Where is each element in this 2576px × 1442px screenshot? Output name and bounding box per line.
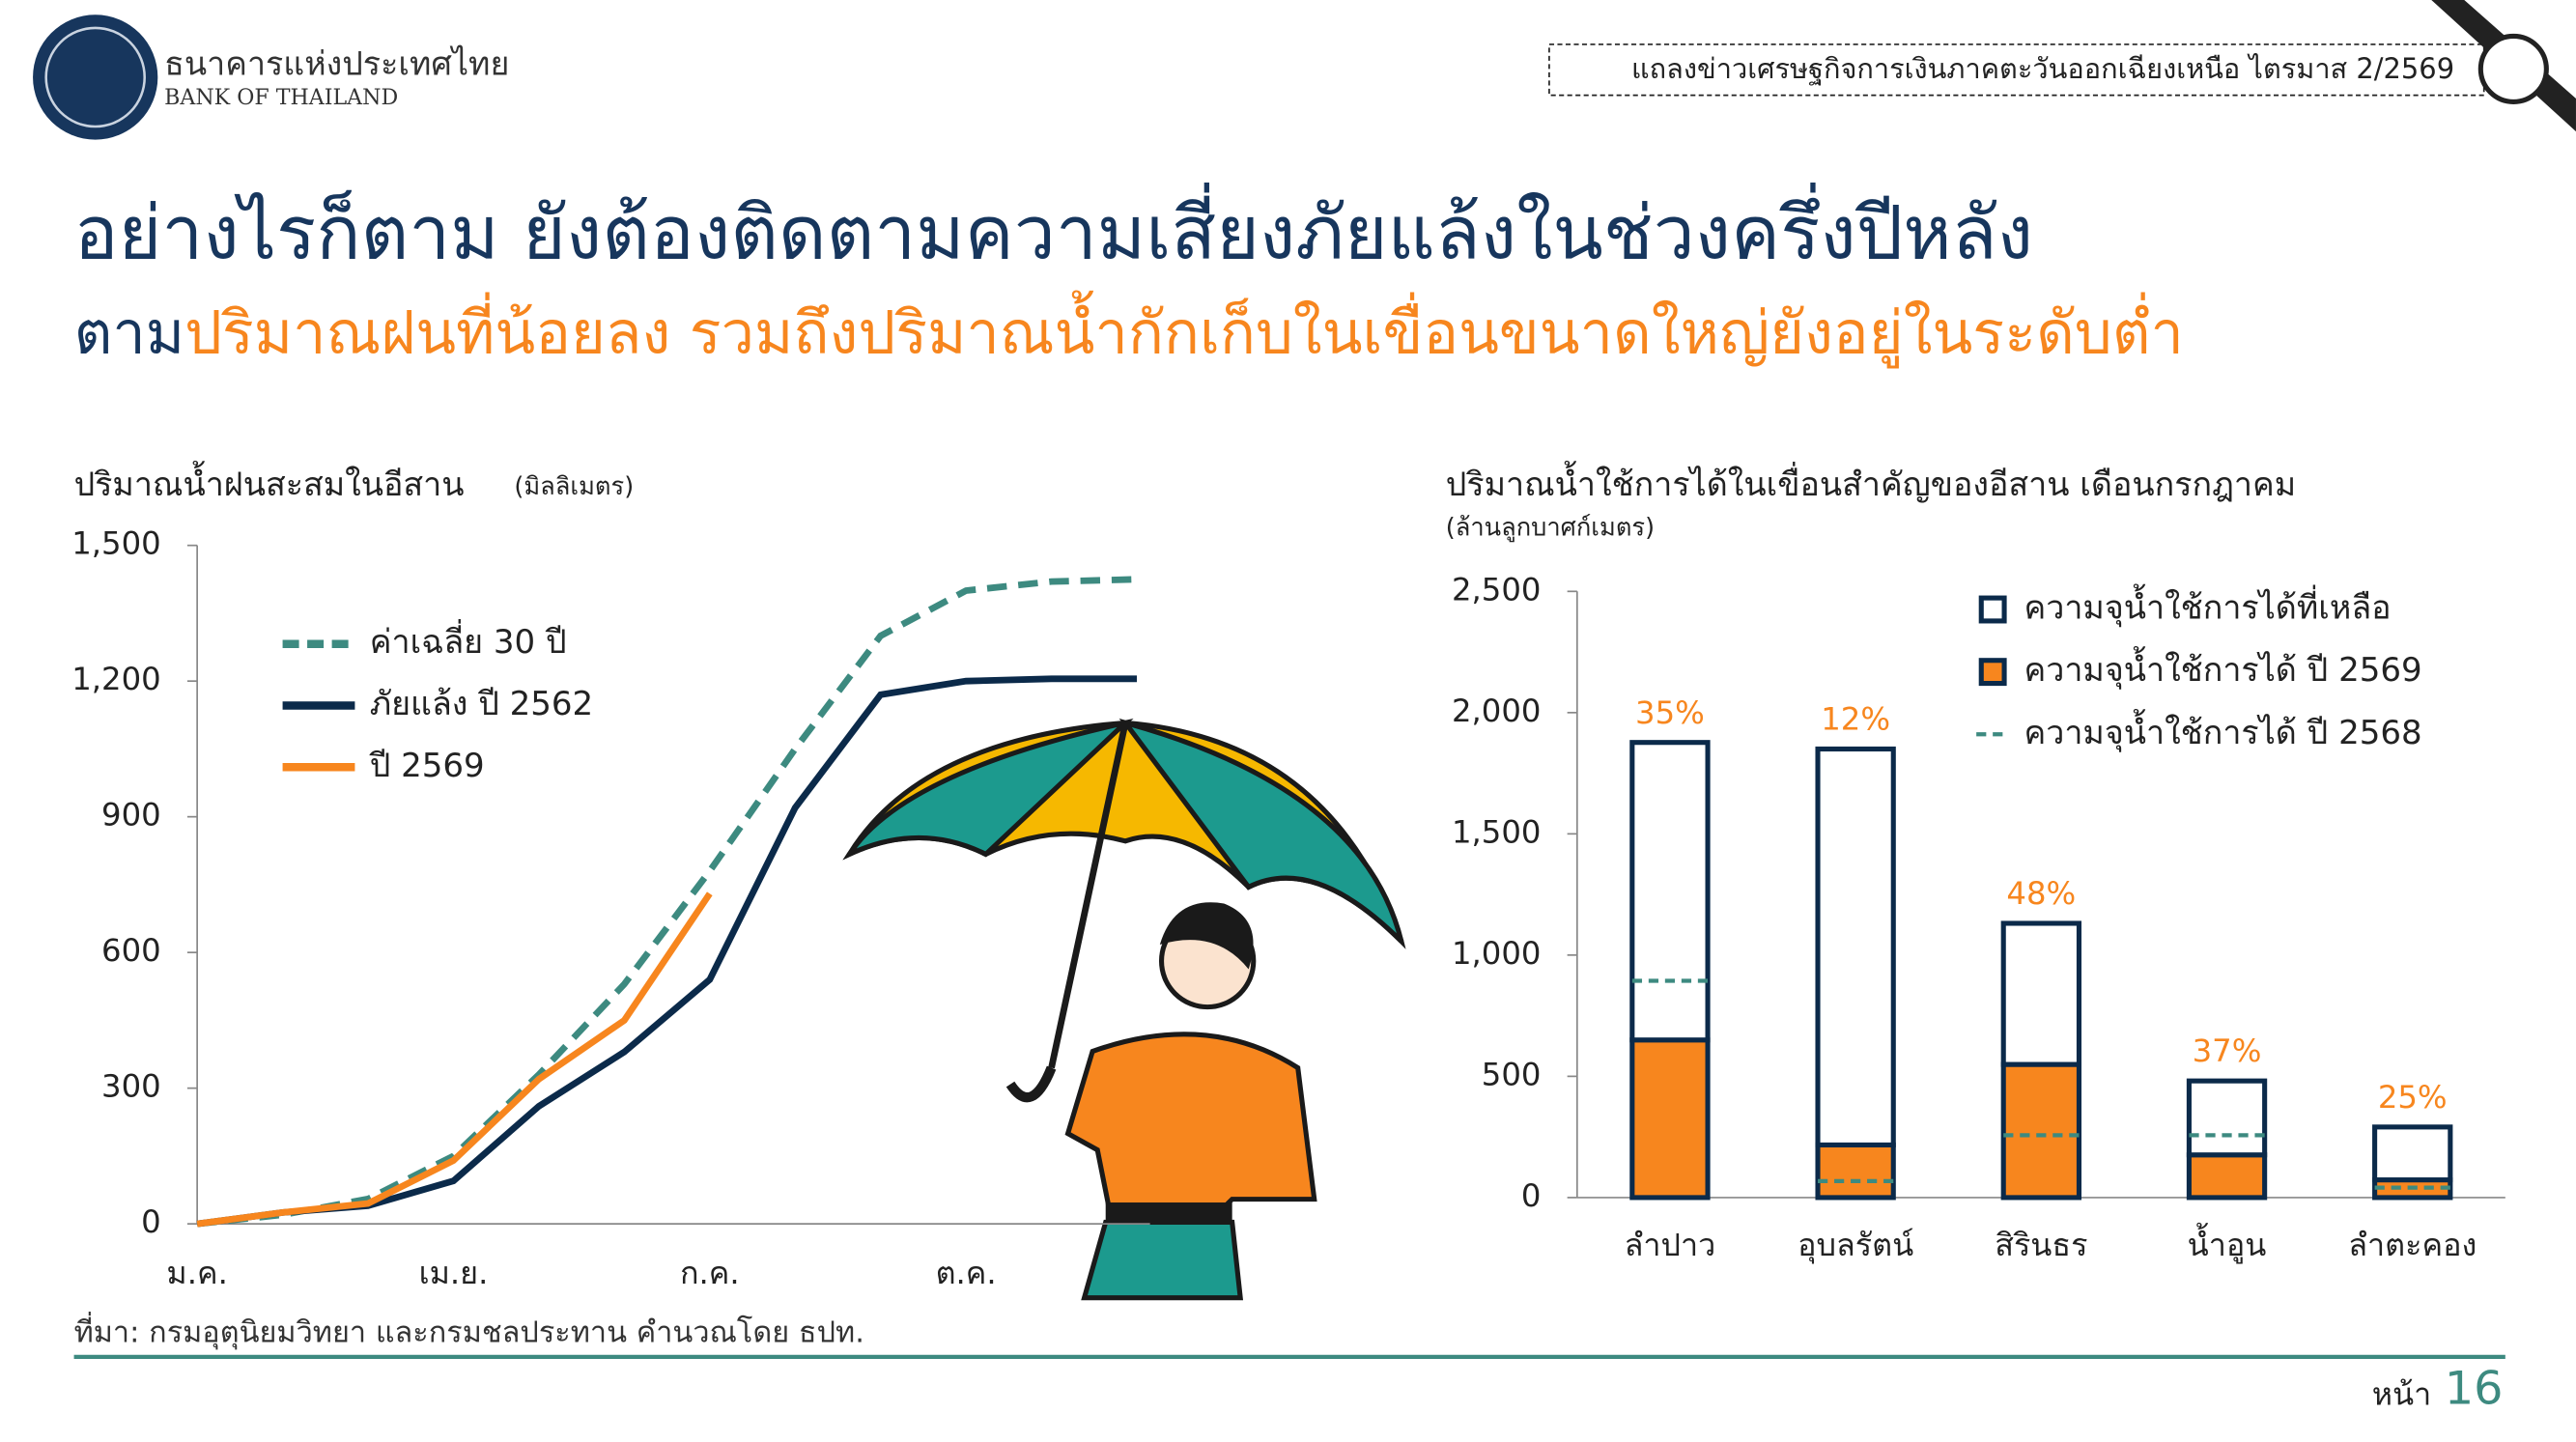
- line-series: [196, 576, 1138, 1228]
- legend-label: ปี 2569: [369, 747, 485, 785]
- y-tick-label: 300: [101, 1068, 161, 1105]
- bar-annotation: 25%: [2378, 1079, 2448, 1116]
- bar-annotation: 35%: [1635, 694, 1705, 731]
- x-tick-label: ม.ค.: [166, 1255, 227, 1291]
- legend-label: ความจุน้ำใช้การได้ที่เหลือ: [2024, 584, 2391, 628]
- y-tick-label: 600: [101, 932, 161, 969]
- subtitle-highlight: ปริมาณฝนที่น้อยลง รวมถึงปริมาณน้ำกักเก็บ…: [184, 290, 2184, 368]
- bar-annotation: 12%: [1821, 701, 1890, 738]
- chart-unit: (มิลลิเมตร): [514, 472, 634, 501]
- x-tick-label: สิรินธร: [1995, 1227, 2087, 1263]
- bar-annotation: 37%: [2193, 1032, 2262, 1069]
- x-tick-label: ลำปาว: [1625, 1227, 1716, 1263]
- title: อย่างไรก็ตาม ยังต้องติดตามความเสี่ยงภัยแ…: [74, 183, 2033, 277]
- x-tick-label: อุบลรัตน์: [1798, 1227, 1913, 1264]
- chart-unit: (ล้านลูกบาศก์เมตร): [1446, 514, 1655, 543]
- event-title: แถลงข่าวเศรษฐกิจการเงินภาคตะวันออกเฉียงเ…: [1631, 52, 2454, 86]
- subtitle-lead: ตาม: [74, 298, 184, 367]
- source: ที่มา: กรมอุตุนิยมวิทยา และกรมชลประทาน ค…: [74, 1312, 864, 1351]
- subtitle: ตามปริมาณฝนที่น้อยลง รวมถึงปริมาณน้ำกักเ…: [74, 290, 2184, 368]
- bank-name-en: BANK OF THAILAND: [164, 85, 398, 110]
- y-tick-label: 2,500: [1452, 571, 1541, 608]
- y-tick-label: 1,200: [71, 661, 160, 697]
- y-tick-label: 1,500: [71, 525, 160, 562]
- y-tick-label: 2,000: [1452, 693, 1541, 729]
- line-series: [196, 891, 713, 1228]
- x-tick-label: ก.ค.: [680, 1255, 740, 1291]
- page-label: หน้า: [2372, 1376, 2432, 1413]
- logo-ring: [44, 26, 146, 128]
- y-tick-label: 500: [1482, 1056, 1542, 1092]
- logo: [33, 14, 158, 140]
- x-tick-label: ต.ค.: [936, 1255, 997, 1291]
- x-tick-label: น้ำอูน: [2188, 1222, 2267, 1264]
- chart-title: ปริมาณน้ำใช้การได้ในเขื่อนสำคัญของอีสาน …: [1446, 461, 2296, 504]
- y-tick-label: 0: [1521, 1177, 1542, 1214]
- legend-label: ความจุน้ำใช้การได้ ปี 2569: [2024, 646, 2421, 690]
- bank-name: ธนาคารแห่งประเทศไทย: [164, 45, 509, 84]
- page-number: 16: [2445, 1363, 2504, 1416]
- y-tick-label: 900: [101, 797, 161, 834]
- bar-segment: [2000, 920, 2082, 1067]
- bar-segment: [2372, 1124, 2453, 1183]
- bar-segment: [1629, 740, 1711, 1043]
- y-tick-label: 1,500: [1452, 813, 1541, 850]
- legend-label: ค่าเฉลี่ย 30 ปี: [370, 619, 567, 662]
- bar-segment: [2000, 1061, 2082, 1201]
- y-tick-label: 1,000: [1452, 935, 1541, 972]
- legend-label: ภัยแล้ง ปี 2562: [370, 685, 593, 723]
- ribbon-badge: [2477, 33, 2549, 105]
- bar-segment: [1629, 1037, 1711, 1201]
- bar-segment: [1815, 1142, 1896, 1201]
- bar-segment: [2186, 1078, 2268, 1158]
- legend-swatch: [1978, 658, 2007, 687]
- bar-segment: [2186, 1152, 2268, 1201]
- y-tick-label: 0: [141, 1203, 161, 1240]
- x-tick-label: ลำตะคอง: [2348, 1227, 2477, 1263]
- legend-label: ความจุน้ำใช้การได้ ปี 2568: [2024, 709, 2421, 752]
- x-tick-label: เม.ย.: [419, 1255, 489, 1291]
- legend-swatch: [1978, 595, 2007, 624]
- bar-annotation: 48%: [2006, 875, 2076, 912]
- bar-segment: [1815, 746, 1896, 1147]
- umbrella-illustration: [842, 718, 1406, 1301]
- chart-title: ปริมาณน้ำฝนสะสมในอีสาน: [74, 461, 465, 504]
